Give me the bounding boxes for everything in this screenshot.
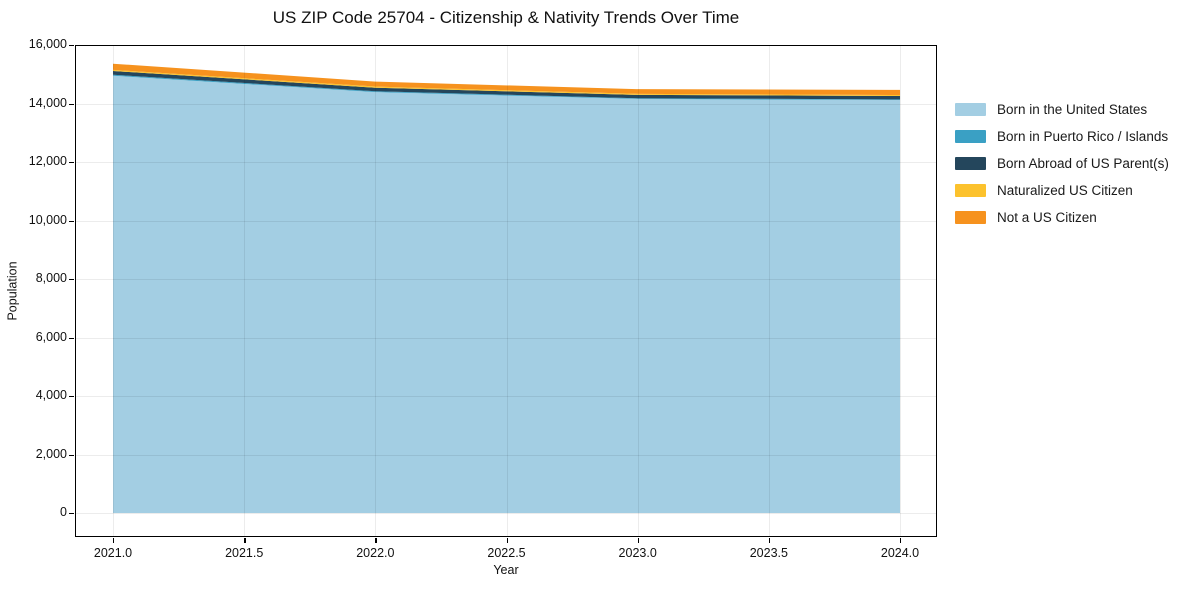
legend-label: Born in Puerto Rico / Islands [997, 128, 1169, 144]
legend-item: Not a US Citizen [955, 209, 1169, 225]
y-gridline [75, 279, 937, 280]
y-axis-label-wrap: Population [4, 45, 22, 537]
x-tick-label: 2021.0 [93, 546, 133, 560]
x-gridline [637, 45, 639, 537]
y-tick [68, 103, 74, 105]
x-gridline [768, 45, 770, 537]
y-tick-label: 4,000 [35, 388, 67, 402]
y-tick [68, 162, 74, 164]
area-born-in-puerto-rico-islands [113, 74, 901, 100]
x-tick [506, 538, 508, 543]
area-naturalized-us-citizen [113, 69, 901, 97]
legend-item: Born in the United States [955, 101, 1169, 117]
x-tick [768, 538, 771, 543]
y-gridline [75, 220, 937, 222]
y-tick [68, 220, 74, 222]
x-tick [113, 538, 115, 543]
legend-label: Naturalized US Citizen [997, 182, 1133, 198]
x-axis-label: Year [493, 563, 519, 577]
area-not-a-us-citizen [113, 63, 901, 96]
y-gridline [75, 103, 937, 105]
y-tick-label: 6,000 [35, 329, 67, 344]
x-tick-label: 2023.0 [618, 546, 657, 560]
legend-item: Naturalized US Citizen [955, 182, 1169, 198]
legend: Born in the United States Born in Puerto … [955, 102, 1169, 237]
x-tick-label: 2022.0 [356, 546, 395, 560]
legend-swatch-born-in-the-united-states [955, 102, 986, 116]
y-tick-label: 0 [60, 505, 67, 519]
legend-item: Born Abroad of US Parent(s) [955, 155, 1169, 171]
y-tick [68, 454, 74, 456]
y-tick [68, 45, 74, 47]
y-gridline [75, 337, 937, 339]
y-gridline [75, 396, 937, 397]
x-gridline [244, 45, 246, 537]
x-tick-label: 2024.0 [880, 546, 920, 560]
area-born-abroad-of-us-parent-s [113, 71, 901, 100]
y-tick-label: 10,000 [28, 212, 67, 227]
legend-label: Not a US Citizen [997, 209, 1097, 225]
legend-label: Born Abroad of US Parent(s) [997, 155, 1169, 171]
y-gridline [75, 513, 937, 514]
x-gridline [506, 45, 508, 537]
x-tick [244, 538, 246, 543]
y-gridline [75, 454, 937, 456]
plot-area: 0 2,000 4,000 6,000 8,000 10,000 12,000 14,000 1… [29, 37, 937, 560]
x-tick-label: 2023.5 [749, 546, 788, 560]
x-gridline [900, 45, 901, 537]
x-gridline [113, 45, 115, 537]
legend-swatch-naturalized-us-citizen [955, 183, 986, 197]
x-tick-label: 2021.5 [225, 546, 264, 560]
chart-title: US ZIP Code 25704 - Citizenship & Nativi… [272, 8, 740, 27]
legend-swatch-not-a-us-citizen [955, 210, 986, 224]
y-tick-label: 14,000 [28, 95, 67, 110]
y-gridline [75, 162, 937, 163]
y-tick-label: 8,000 [35, 271, 67, 285]
x-tick-label: 2022.5 [487, 546, 526, 560]
y-tick-label: 12,000 [28, 154, 67, 168]
y-tick-label: 2,000 [35, 446, 67, 461]
y-tick [68, 396, 74, 398]
y-tick [68, 513, 74, 515]
stacked-area-chart [113, 63, 901, 514]
legend-item: Born in Puerto Rico / Islands [955, 128, 1169, 144]
legend-label: Born in the United States [997, 101, 1148, 117]
x-tick [375, 538, 377, 543]
y-tick-label: 16,000 [28, 37, 67, 51]
legend-swatch-born-in-puerto-rico-islands [955, 129, 986, 143]
x-gridline [375, 45, 377, 537]
y-tick [68, 279, 74, 281]
x-tick [637, 538, 640, 543]
legend-swatch-born-abroad-of-us-parent-s [955, 156, 986, 170]
x-tick [900, 538, 902, 543]
area-born-in-the-united-states [113, 75, 901, 514]
y-tick [68, 337, 74, 339]
